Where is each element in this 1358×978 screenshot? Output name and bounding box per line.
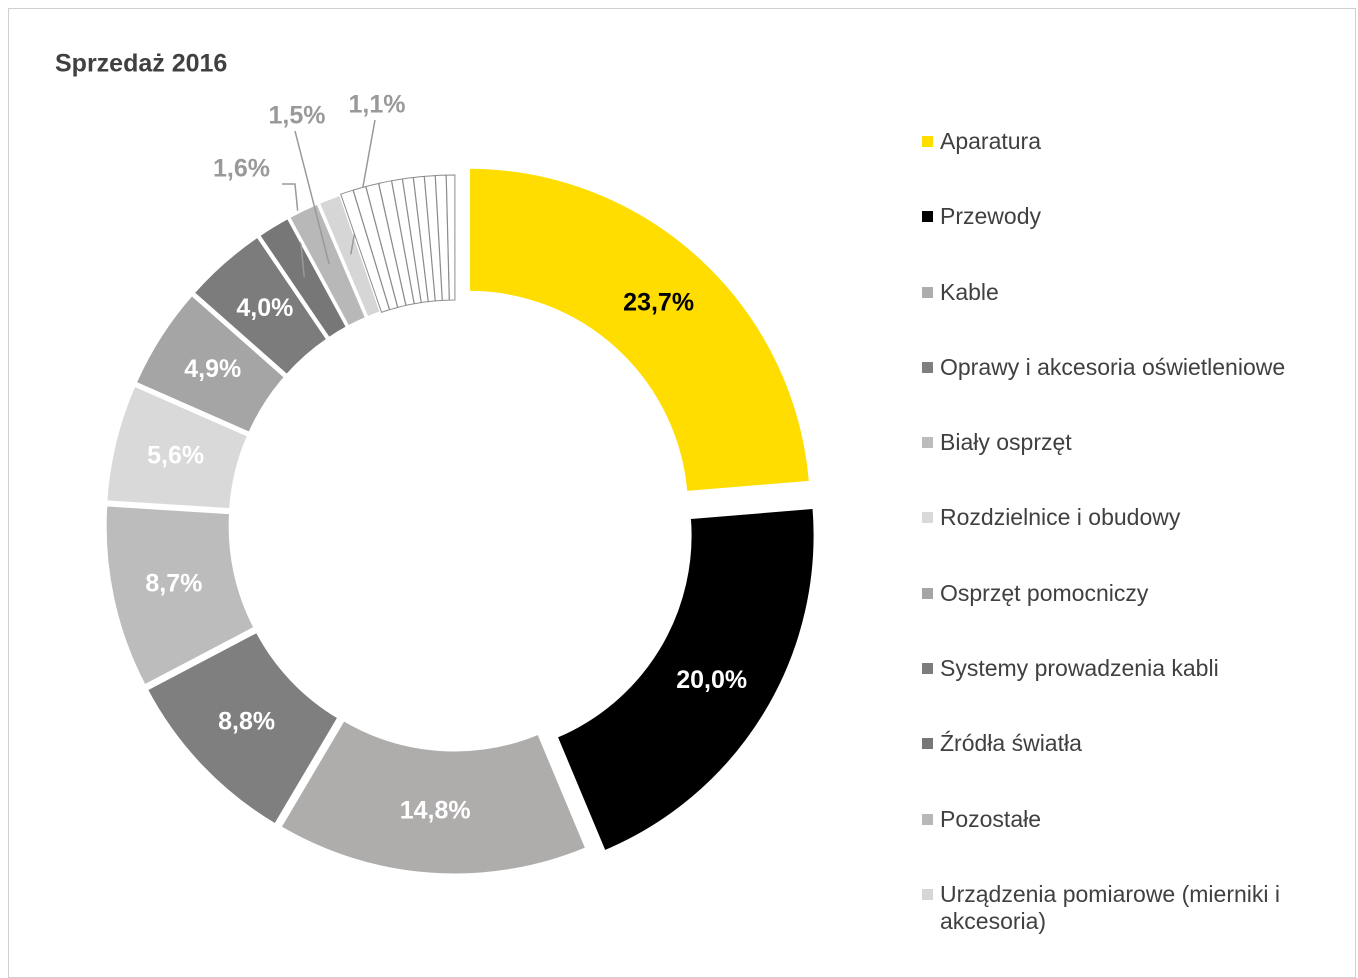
donut-slice — [104, 383, 251, 512]
data-label: 20,0% — [676, 666, 747, 694]
legend-swatch — [922, 663, 933, 675]
legend-label: Przewody — [940, 203, 1041, 230]
data-label: 4,0% — [236, 294, 293, 322]
legend-item: Rozdzielnice i obudowy — [922, 504, 1352, 579]
legend-item: Biały osprzęt — [922, 429, 1352, 504]
legend-swatch — [922, 211, 933, 223]
legend-item: Kable — [922, 279, 1352, 354]
data-label: 14,8% — [400, 796, 471, 824]
data-label: 1,6% — [213, 155, 270, 183]
legend-label: Rozdzielnice i obudowy — [940, 504, 1181, 531]
legend-label: Urządzenia pomiarowe (mierniki i akcesor… — [940, 880, 1281, 934]
data-label: 5,6% — [147, 442, 204, 470]
data-label: 1,1% — [349, 91, 406, 119]
legend-label: Oprawy i akcesoria oświetleniowe — [940, 353, 1286, 380]
legend-item: Pozostałe — [922, 806, 1352, 881]
legend-swatch — [922, 437, 933, 449]
legend-item: Oprawy i akcesoria oświetleniowe — [922, 354, 1352, 429]
legend-swatch — [922, 361, 933, 373]
data-label: 23,7% — [623, 289, 694, 317]
leader-line — [294, 130, 330, 264]
donut-slice — [445, 174, 456, 301]
legend-item: Przewody — [922, 203, 1352, 278]
legend-item: Osprzęt pomocniczy — [922, 580, 1352, 655]
donut-slice — [133, 292, 288, 436]
leader-line — [282, 183, 305, 278]
legend-label: Pozostałe — [940, 805, 1042, 832]
legend-swatch — [922, 813, 933, 825]
legend: Aparatura Przewody Kable Oprawy i akcesoria… — [922, 128, 1352, 956]
data-label: 4,9% — [184, 355, 241, 383]
legend-item: Źródła światła — [922, 730, 1352, 805]
legend-label: Biały osprzęt — [940, 429, 1072, 456]
donut-slice — [144, 629, 342, 828]
legend-swatch — [922, 136, 933, 147]
legend-label: Kable — [940, 278, 999, 305]
data-label: 8,7% — [145, 570, 202, 598]
legend-swatch — [922, 512, 933, 524]
legend-label: Systemy prowadzenia kabli — [940, 655, 1219, 682]
legend-label: Aparatura — [940, 128, 1042, 154]
donut-slice — [277, 717, 589, 877]
donut-slice — [103, 503, 258, 689]
legend-swatch — [922, 587, 933, 599]
data-label: 8,8% — [218, 708, 275, 736]
chart-title: Sprzedaż 2016 — [55, 50, 227, 78]
legend-item: Systemy prowadzenia kabli — [922, 655, 1352, 730]
donut-slice — [467, 165, 813, 495]
donut-slice — [554, 505, 817, 854]
legend-swatch — [922, 888, 933, 900]
data-label: 1,5% — [269, 102, 326, 130]
legend-item: Urządzenia pomiarowe (mierniki i akcesor… — [922, 881, 1352, 956]
legend-swatch — [922, 738, 933, 750]
legend-item: Aparatura — [922, 128, 1352, 203]
legend-label: Źródła światła — [940, 730, 1082, 757]
legend-swatch — [922, 286, 933, 298]
legend-label: Osprzęt pomocniczy — [940, 579, 1149, 606]
